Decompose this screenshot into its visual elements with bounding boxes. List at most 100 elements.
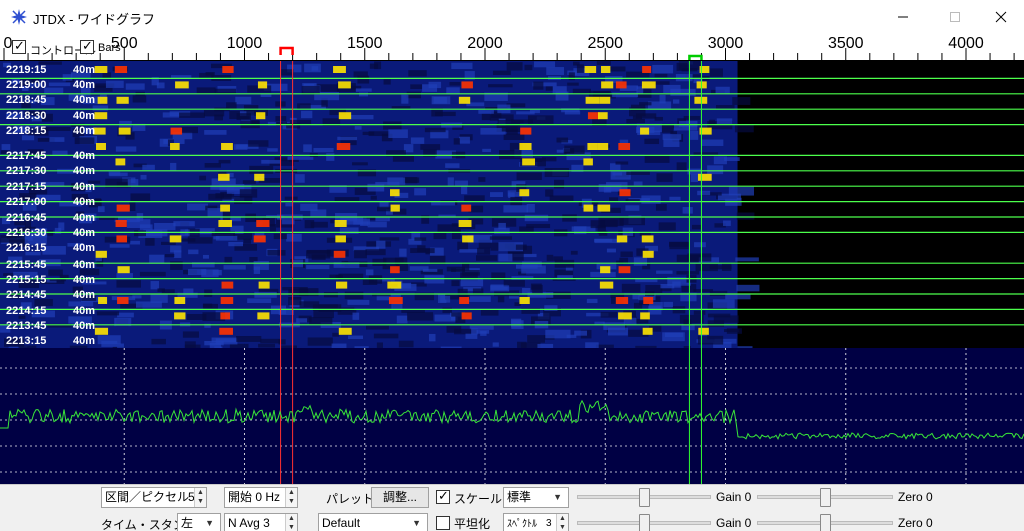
waterfall-row-time: 2214:45: [6, 289, 47, 302]
timestamp-select[interactable]: 左 ▼: [177, 513, 221, 531]
palette-select-value: Default: [322, 516, 361, 530]
ruler-tick-label: 3500: [827, 35, 864, 52]
interval-pixel-spinbox[interactable]: 区間／ピクセル 5 ▲ ▼: [101, 487, 207, 508]
close-button[interactable]: [978, 0, 1024, 34]
ruler-tick-label: 3000: [707, 35, 744, 52]
waterfall-row-band: 40m: [73, 165, 96, 178]
waterfall-row-time: 2213:15: [6, 335, 47, 348]
checkmark-icon: ✓: [438, 488, 449, 503]
waterfall-row-band: 40m: [73, 242, 96, 255]
spin-arrows-icon[interactable]: ▲ ▼: [194, 488, 206, 507]
ruler-tick-label: 2500: [587, 35, 624, 52]
waterfall-row-time: 2214:15: [6, 304, 47, 317]
spectrum-type-number: 3: [546, 518, 552, 529]
tx-frequency-marker[interactable]: [688, 54, 703, 61]
waterfall-row-band: 40m: [73, 150, 96, 162]
frequency-ruler[interactable]: 0 500 1000 1500 2000 2500 3000 3500 4000: [0, 34, 1024, 61]
waterfall-row-band: 40m: [73, 94, 96, 107]
waterfall-row-time: 2213:45: [6, 319, 47, 332]
ruler-tick-label: 4000: [948, 35, 984, 52]
timestamp-select-value: 左: [181, 516, 194, 530]
waterfall-row-time: 2218:45: [6, 94, 47, 107]
gain2-slider-thumb[interactable]: [639, 514, 650, 531]
chevron-down-icon: ▼: [412, 518, 421, 528]
waterfall-row-time: 2217:30: [6, 165, 47, 178]
waterfall-row-band: 40m: [73, 124, 96, 137]
n-avg-spinbox[interactable]: N Avg 3 ▲ ▼: [224, 513, 298, 531]
ruler-ticks: [3, 46, 1015, 61]
timestamp-label: タイム・スタンプ: [101, 518, 197, 531]
maximize-button[interactable]: [932, 0, 978, 34]
spin-arrows-icon[interactable]: ▲ ▼: [556, 514, 568, 531]
ruler-tick-label: 2000: [467, 35, 503, 52]
minimize-button[interactable]: [880, 0, 926, 34]
scale-checkbox[interactable]: ✓: [436, 488, 450, 504]
gain-label: Gain 0: [716, 490, 752, 504]
maximize-icon: [950, 12, 960, 22]
waterfall-row-time: 2216:15: [6, 242, 47, 255]
spectrum-background: [0, 348, 1024, 484]
spectrum-display[interactable]: [0, 348, 1024, 484]
flatten-label: 平坦化: [454, 517, 491, 531]
zero-label: Zero 0: [898, 490, 933, 504]
minimize-icon: [898, 16, 908, 18]
spectrum-trace: [0, 399, 1024, 441]
waterfall-display[interactable]: 2219:15 40m 2219:00 40m 2218:45 40m 2218:30 40m…: [0, 61, 1024, 348]
adjust-button[interactable]: 調整...: [371, 487, 429, 508]
waterfall-row-band: 40m: [73, 289, 96, 302]
checkmark-icon: ✓: [82, 38, 93, 53]
ruler-tick-label: 1000: [226, 35, 263, 52]
ruler-tick-label: 1500: [346, 35, 383, 52]
waterfall-row-time: 2216:45: [6, 211, 47, 224]
waterfall-row-band: 40m: [73, 335, 96, 348]
waterfall-background: [0, 61, 738, 348]
zero2-slider-thumb[interactable]: [820, 514, 831, 531]
rx-frequency-marker[interactable]: [279, 46, 294, 55]
waterfall-row-time: 2217:00: [6, 196, 47, 209]
chevron-down-icon: ▼: [553, 492, 562, 502]
waterfall-row-band: 40m: [73, 304, 96, 317]
zero-slider-thumb[interactable]: [820, 488, 831, 507]
waterfall-canvas: [0, 61, 1024, 348]
jtdx-star-icon: [11, 9, 27, 25]
checkmark-icon: ✓: [14, 38, 25, 53]
bars-checkbox-label: Bars: [98, 42, 121, 54]
waterfall-row-time: 2216:30: [6, 227, 47, 239]
palette-select[interactable]: Default ▼: [318, 513, 428, 531]
start-frequency-label: 開始 0 Hz: [228, 490, 281, 504]
close-icon: [995, 11, 1007, 23]
spectrum-type-value: ｽﾍﾟｸﾄﾙ: [507, 519, 537, 530]
spin-arrows-icon[interactable]: ▲ ▼: [285, 488, 297, 507]
bars-checkbox[interactable]: ✓: [80, 38, 94, 54]
chevron-down-icon: ▼: [205, 518, 214, 528]
controls-panel: 区間／ピクセル 5 ▲ ▼ 開始 0 Hz ▲ ▼ パレット 調整... ✓ スケール…: [0, 484, 1024, 531]
start-frequency-spinbox[interactable]: 開始 0 Hz ▲ ▼: [224, 487, 298, 508]
gain-slider-thumb[interactable]: [639, 488, 650, 507]
ruler-tick-label: 500: [110, 35, 138, 52]
waterfall-row-time: 2219:15: [6, 64, 47, 76]
waterfall-signals: [93, 66, 712, 335]
zero2-label: Zero 0: [898, 516, 933, 530]
waterfall-row-band: 40m: [73, 180, 96, 193]
waterfall-row-band: 40m: [73, 79, 96, 92]
waterfall-row-band: 40m: [73, 109, 96, 122]
waterfall-row-time: 2219:00: [6, 79, 47, 92]
interval-pixel-label: 区間／ピクセル: [105, 490, 190, 504]
waterfall-row-time: 2217:15: [6, 180, 47, 193]
spin-arrows-icon[interactable]: ▲ ▼: [285, 514, 297, 531]
waterfall-row-time: 2215:45: [6, 258, 47, 271]
waterfall-row-time: 2217:45: [6, 150, 47, 162]
window-title: JTDX - ワイドグラフ: [33, 12, 156, 27]
waterfall-row-band: 40m: [73, 273, 96, 286]
waterfall-row-time: 2218:30: [6, 109, 47, 122]
flatten-checkbox[interactable]: [436, 516, 450, 530]
standard-select[interactable]: 標準 ▼: [503, 487, 569, 508]
waterfall-row-band: 40m: [73, 227, 96, 239]
waterfall-row-band: 40m: [73, 319, 96, 332]
standard-select-value: 標準: [507, 490, 532, 504]
n-avg-label: N Avg 3: [228, 516, 270, 530]
control-checkbox[interactable]: ✓: [12, 38, 26, 54]
spectrum-type-spinbox[interactable]: ｽﾍﾟｸﾄﾙ 3 ▲ ▼: [503, 513, 569, 531]
palette-label: パレット: [326, 492, 375, 506]
